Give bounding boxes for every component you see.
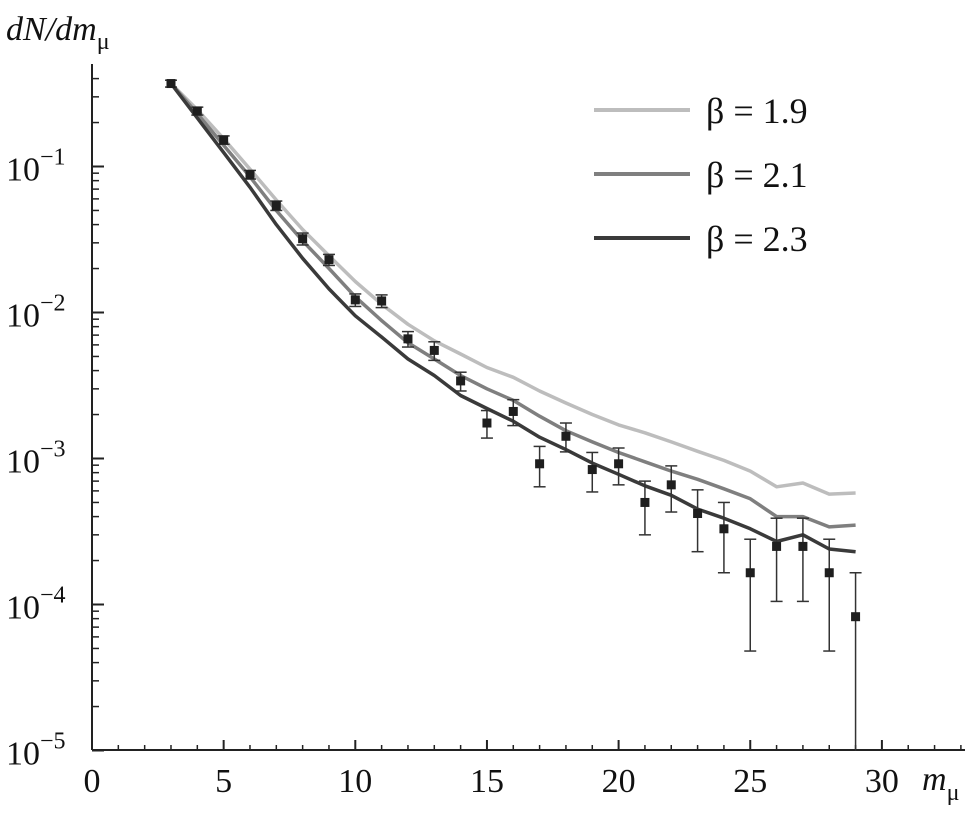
data-point (824, 568, 834, 578)
series-line-1 (169, 82, 856, 496)
y-tick-label: 10−4 (6, 583, 66, 627)
y-tick-base: 10 (6, 736, 40, 773)
data-points (164, 79, 862, 751)
data-point (772, 541, 782, 551)
series-lines (169, 82, 856, 554)
x-tick-label: 30 (865, 763, 899, 800)
data-point (587, 465, 597, 475)
data-point (324, 255, 334, 265)
y-tick-base: 10 (6, 298, 40, 335)
data-point (719, 524, 729, 534)
x-axis-title: mμ (922, 761, 959, 806)
y-axis-title-main: dN/dm (6, 11, 97, 48)
data-point (192, 106, 202, 116)
data-point (219, 135, 229, 145)
x-tick-label: 20 (602, 763, 636, 800)
y-tick-label: 10−1 (6, 145, 66, 189)
y-tick-exponent: −2 (40, 291, 66, 317)
y-tick-exponent: −4 (40, 583, 66, 609)
legend-label-2: β = 2.1 (706, 155, 808, 195)
y-tick-exponent: −3 (40, 437, 66, 463)
y-tick-base: 10 (6, 444, 40, 481)
x-axis-title-sub: μ (947, 780, 960, 806)
x-tick-label: 0 (84, 763, 101, 800)
data-point (535, 459, 545, 469)
data-point (429, 345, 439, 355)
data-point (798, 541, 808, 551)
y-axis-title-sub: μ (97, 29, 110, 55)
data-point (640, 497, 650, 507)
legend-label-1: β = 1.9 (706, 91, 808, 131)
data-point (614, 459, 624, 469)
series-line-3 (169, 82, 856, 554)
y-tick-exponent: −5 (40, 729, 66, 755)
y-tick-exponent: −1 (40, 145, 66, 171)
data-point (745, 568, 755, 578)
y-tick-base: 10 (6, 152, 40, 189)
data-point (166, 79, 176, 89)
data-point (482, 418, 492, 428)
x-axis-title-main: m (922, 761, 947, 798)
data-point (271, 201, 281, 211)
data-point (666, 480, 676, 490)
x-tick-label: 10 (338, 763, 372, 800)
data-point (245, 170, 255, 180)
data-point (403, 334, 413, 344)
series-line-2 (169, 82, 856, 529)
y-tick-label: 10−2 (6, 291, 66, 335)
data-point (561, 431, 571, 441)
data-point (456, 376, 466, 386)
data-point (693, 509, 703, 519)
data-point (350, 295, 360, 305)
y-axis-title: dN/dmμ (6, 11, 110, 55)
data-point (298, 234, 308, 244)
x-tick-label: 25 (733, 763, 767, 800)
y-tick-base: 10 (6, 590, 40, 627)
x-tick-label: 15 (470, 763, 504, 800)
data-point (508, 406, 518, 416)
legend-label-3: β = 2.3 (706, 219, 808, 259)
y-tick-label: 10−5 (6, 729, 66, 773)
data-point (851, 612, 861, 622)
legend: β = 1.9 β = 2.1 β = 2.3 (594, 91, 808, 259)
data-point (377, 296, 387, 306)
x-tick-label: 5 (215, 763, 232, 800)
y-tick-label: 10−3 (6, 437, 66, 481)
